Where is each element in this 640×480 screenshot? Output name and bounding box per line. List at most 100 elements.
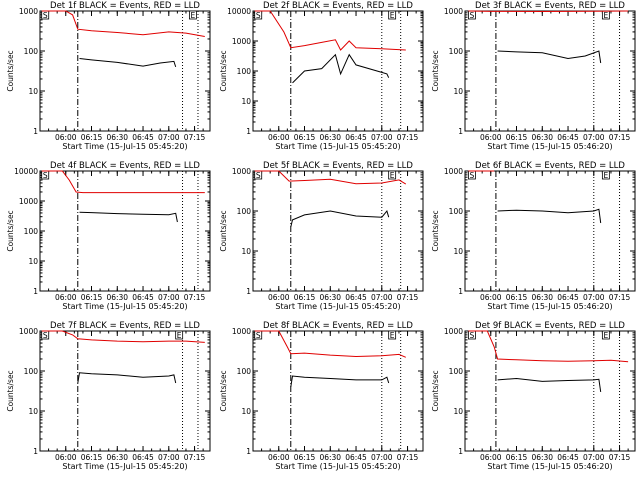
- chart-title: Det 9f BLACK = Events, RED = LLD: [475, 321, 625, 331]
- x-tick-label: 06:00: [268, 133, 290, 142]
- x-tick-label: 06:45: [345, 293, 367, 302]
- marker-label-s: S: [470, 331, 475, 340]
- y-axis-label: Counts/sec: [431, 370, 440, 411]
- x-tick-label: 06:15: [294, 133, 316, 142]
- chart-title: Det 2f BLACK = Events, RED = LLD: [263, 1, 413, 11]
- y-tick-label: 10: [453, 247, 463, 256]
- y-tick-label: 1000: [232, 327, 251, 336]
- plot-frame: [39, 330, 211, 452]
- lld-series-line: [254, 10, 406, 51]
- marker-label-s: S: [256, 171, 261, 180]
- y-tick-label: 1000: [232, 37, 251, 46]
- marker-label-s: S: [43, 171, 48, 180]
- x-tick-label: 06:45: [557, 453, 579, 462]
- x-tick-label: 07:15: [397, 293, 419, 302]
- events-series-line: [79, 58, 177, 68]
- x-tick-label: 06:45: [557, 293, 579, 302]
- y-tick-label: 1000: [232, 167, 251, 176]
- x-tick-label: 06:15: [81, 453, 103, 462]
- y-tick-label: 10: [241, 247, 251, 256]
- events-series-line: [497, 50, 602, 64]
- y-tick-label: 1: [458, 447, 463, 456]
- y-axis-label: Counts/sec: [431, 50, 440, 91]
- marker-label-s: S: [470, 171, 475, 180]
- y-tick-label: 100: [449, 207, 464, 216]
- x-axis-label: Start Time (15-Jul-15 05:45:20): [275, 142, 400, 151]
- x-tick-label: 06:45: [345, 453, 367, 462]
- x-tick-label: 06:30: [531, 293, 553, 302]
- panel-det-6f: Det 6f BLACK = Events, RED = LLD 1 10 100 10…: [431, 161, 636, 311]
- events-series-line: [290, 375, 390, 387]
- x-tick-label: 06:45: [132, 453, 154, 462]
- marker-box-e: [601, 170, 610, 180]
- x-tick-label: 07:00: [583, 293, 605, 302]
- y-tick-label: 1000: [444, 167, 463, 176]
- x-axis-label: Start Time (15-Jul-15 05:46:20): [487, 462, 612, 471]
- y-tick-label: 1000: [19, 197, 38, 206]
- y-tick-label: 1000: [19, 327, 38, 336]
- x-tick-label: 07:00: [371, 453, 393, 462]
- plot-frame: [252, 170, 424, 292]
- panel-det-1f: Det 1f BLACK = Events, RED = LLD 1 10 100 10…: [6, 1, 211, 151]
- chart-title: Det 7f BLACK = Events, RED = LLD: [50, 321, 200, 331]
- chart-title: Det 4f BLACK = Events, RED = LLD: [50, 161, 200, 171]
- panel-det-9f: Det 9f BLACK = Events, RED = LLD 1 10 100 10…: [431, 321, 636, 471]
- x-tick-label: 07:15: [184, 293, 206, 302]
- plot-frame: [464, 10, 636, 132]
- events-series-line: [292, 53, 390, 84]
- chart-title: Det 5f BLACK = Events, RED = LLD: [263, 161, 413, 171]
- x-tick-label: 06:30: [106, 453, 128, 462]
- y-tick-label: 100: [237, 207, 252, 216]
- x-tick-label: 07:00: [583, 453, 605, 462]
- plot-frame: [464, 170, 636, 292]
- x-tick-label: 06:45: [132, 293, 154, 302]
- y-tick-label: 10: [453, 87, 463, 96]
- x-tick-label: 06:00: [55, 453, 77, 462]
- x-axis-label: Start Time (15-Jul-15 05:45:20): [275, 462, 400, 471]
- chart-title: Det 8f BLACK = Events, RED = LLD: [263, 321, 413, 331]
- panel-det-7f: Det 7f BLACK = Events, RED = LLD 1 10 100 10…: [6, 321, 211, 471]
- plot-frame: [39, 10, 211, 132]
- x-tick-label: 07:15: [184, 453, 206, 462]
- y-tick-label: 1: [246, 287, 251, 296]
- marker-label-e: E: [603, 331, 608, 340]
- plot-frame: [464, 330, 636, 452]
- y-tick-label: 10: [28, 257, 38, 266]
- y-tick-label: 100: [24, 47, 39, 56]
- marker-label-e: E: [390, 171, 395, 180]
- x-tick-label: 06:45: [132, 133, 154, 142]
- y-axis-label: Counts/sec: [219, 50, 228, 91]
- x-tick-label: 07:00: [158, 453, 180, 462]
- y-tick-label: 10: [241, 97, 251, 106]
- y-axis-label: Counts/sec: [219, 210, 228, 251]
- y-tick-label: 1: [33, 287, 38, 296]
- x-tick-label: 07:00: [583, 133, 605, 142]
- x-tick-label: 06:15: [506, 453, 528, 462]
- y-tick-label: 1000: [444, 327, 463, 336]
- x-axis-label: Start Time (15-Jul-15 05:45:20): [275, 302, 400, 311]
- marker-box-e: [388, 330, 397, 340]
- y-tick-label: 100: [24, 367, 39, 376]
- y-axis-label: Counts/sec: [6, 50, 15, 91]
- x-tick-label: 07:15: [397, 133, 419, 142]
- lld-series-line: [254, 330, 406, 358]
- x-tick-label: 06:30: [106, 293, 128, 302]
- x-tick-label: 07:15: [184, 133, 206, 142]
- lld-series-line: [41, 330, 205, 343]
- marker-label-s: S: [256, 331, 261, 340]
- y-tick-label: 100: [237, 367, 252, 376]
- x-axis-label: Start Time (15-Jul-15 05:46:20): [487, 302, 612, 311]
- y-tick-label: 1: [458, 127, 463, 136]
- x-tick-label: 06:00: [55, 293, 77, 302]
- y-tick-label: 10: [453, 407, 463, 416]
- panel-det-5f: Det 5f BLACK = Events, RED = LLD 1 10 100 10…: [219, 161, 424, 311]
- x-axis-label: Start Time (15-Jul-15 05:45:20): [62, 142, 187, 151]
- x-axis-label: Start Time (15-Jul-15 05:45:20): [62, 302, 187, 311]
- x-tick-label: 06:30: [531, 133, 553, 142]
- plot-frame: [252, 330, 424, 452]
- x-tick-label: 06:00: [268, 293, 290, 302]
- x-tick-label: 06:15: [81, 133, 103, 142]
- panel-det-8f: Det 8f BLACK = Events, RED = LLD 1 10 100 10…: [219, 321, 424, 471]
- y-tick-label: 10: [28, 87, 38, 96]
